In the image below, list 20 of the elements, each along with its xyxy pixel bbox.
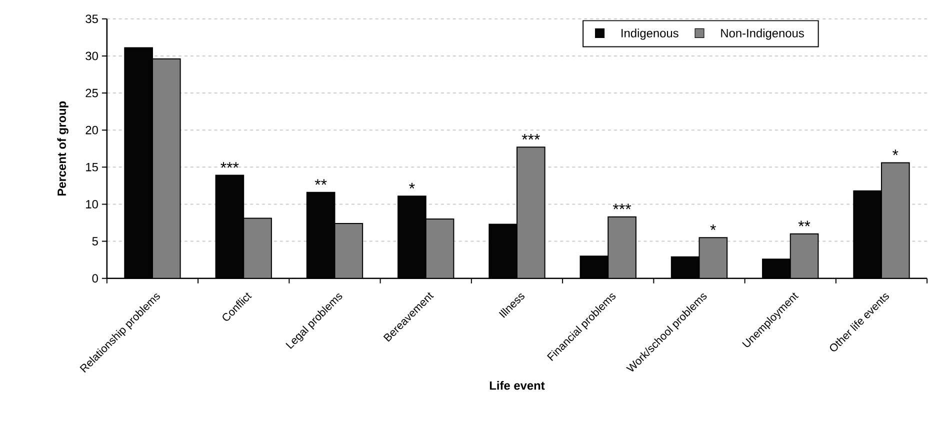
legend-label: Indigenous xyxy=(622,28,678,40)
annotation: * xyxy=(892,149,898,155)
y-tick-label: 25 xyxy=(86,88,98,98)
y-tick-label: 20 xyxy=(86,126,98,134)
annotation: *** xyxy=(522,134,540,140)
annotation: ** xyxy=(314,179,327,185)
y-tick-label: 30 xyxy=(86,52,98,60)
annotation: *** xyxy=(612,204,632,210)
annotation: * xyxy=(409,182,415,188)
y-tick-label: 0 xyxy=(92,274,98,282)
y-tick-label: 5 xyxy=(92,236,98,246)
annotation: ** xyxy=(798,220,810,226)
y-axis-title: Percent of group xyxy=(57,101,68,196)
legend-label: Non-Indigenous xyxy=(721,28,804,40)
annotation: *** xyxy=(220,162,239,168)
annotation: * xyxy=(710,224,716,230)
y-tick-label: 35 xyxy=(86,14,98,23)
x-axis-title: Life event xyxy=(490,380,545,390)
y-tick-label: 10 xyxy=(86,200,98,208)
y-tick-label: 15 xyxy=(86,162,98,172)
